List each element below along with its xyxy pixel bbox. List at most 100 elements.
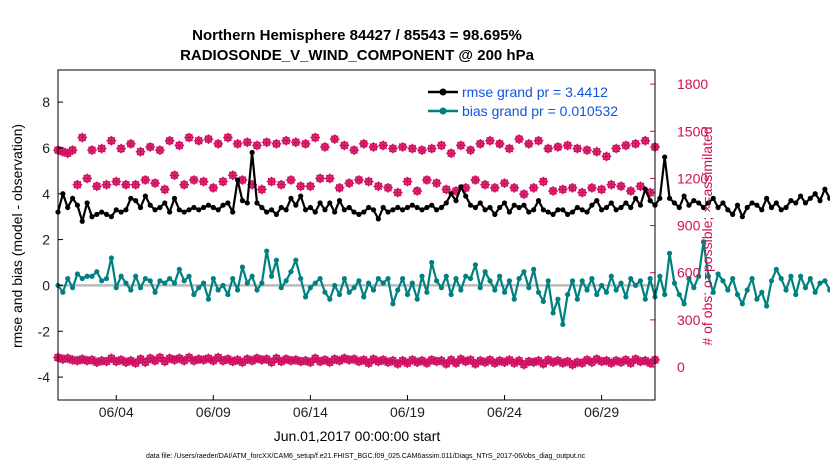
rmse-point — [278, 204, 284, 211]
rmse-point — [754, 202, 760, 208]
bias-point — [74, 271, 81, 277]
rmse-point — [618, 204, 624, 211]
legend-box — [422, 80, 650, 122]
bias-point — [244, 280, 250, 286]
bias-point — [574, 296, 580, 302]
obs-possible-marker-plus — [591, 146, 602, 157]
rmse-point — [201, 204, 207, 211]
bias-point — [336, 291, 343, 298]
obs-possible-marker — [223, 132, 233, 143]
obs-possible-marker — [368, 142, 379, 152]
x-tick-label: 06/19 — [390, 404, 425, 420]
bias-point — [565, 291, 571, 298]
rmse-point — [599, 207, 605, 213]
bias-point — [599, 282, 605, 289]
rmse-point — [793, 200, 799, 206]
rmse-point — [521, 202, 527, 208]
rmse-point — [419, 207, 425, 213]
rmse-point — [768, 204, 775, 211]
obs-possible-marker — [625, 186, 636, 196]
rmse-point — [783, 204, 789, 211]
bias-point — [273, 257, 280, 263]
obs-possible-marker — [198, 176, 209, 187]
obs-possible-marker-plus — [363, 176, 374, 187]
obs-possible-marker-plus — [218, 176, 228, 187]
obs-possible-marker-plus — [383, 183, 393, 193]
obs-possible-marker-plus — [490, 183, 500, 193]
obs-possible-marker-plus — [616, 181, 626, 192]
obs-possible-marker-plus — [164, 135, 175, 146]
bias-point — [526, 285, 532, 291]
rmse-point — [637, 202, 644, 208]
obs-possible-marker-plus — [286, 175, 296, 185]
obs-possible-marker-plus — [504, 143, 515, 154]
obs-possible-marker — [232, 139, 243, 149]
obs-possible-marker — [334, 183, 345, 193]
rmse-point — [317, 200, 323, 206]
bias-point — [79, 275, 85, 282]
obs-possible-marker — [528, 183, 539, 193]
obs-possible-marker — [349, 145, 359, 155]
rmse-point — [448, 191, 454, 197]
obs-possible-marker-plus — [106, 135, 117, 146]
rmse-point — [152, 207, 158, 213]
obs-possible-marker — [145, 142, 156, 152]
obs-possible-marker-plus — [519, 189, 529, 199]
x-tick-label: 06/24 — [487, 404, 522, 420]
bias-point — [259, 280, 265, 286]
obs-possible-marker — [572, 143, 583, 154]
bias-point — [613, 287, 619, 293]
right-tick-label: 1800 — [677, 76, 708, 92]
obs-possible-marker — [329, 134, 340, 144]
rmse-point — [99, 209, 105, 215]
bias-point — [671, 280, 678, 286]
bias-point — [754, 296, 760, 302]
bias-point — [487, 278, 493, 284]
obs-possible-marker-plus — [252, 140, 262, 151]
bias-point — [535, 289, 542, 295]
obs-possible-marker — [475, 139, 486, 149]
obs-possible-marker — [121, 179, 131, 190]
bias-point — [730, 275, 736, 282]
obs-possible-marker — [582, 145, 592, 155]
obs-possible-marker — [635, 181, 646, 192]
bias-point — [288, 269, 294, 275]
right-tick-label: 900 — [677, 218, 701, 234]
bias-point — [768, 278, 775, 284]
obs-possible-marker-plus — [577, 187, 587, 198]
obs-possible-marker — [140, 175, 151, 185]
bias-point — [162, 280, 168, 286]
plot-frame — [57, 69, 656, 401]
obs-possible-marker — [509, 183, 520, 193]
rmse-point — [307, 204, 313, 211]
bias-point — [710, 289, 716, 295]
bias-point — [99, 278, 105, 284]
obs-possible-marker-plus — [155, 145, 165, 155]
x-axis-label: Jun.01,2017 00:00:00 start — [274, 428, 441, 444]
rmse-point — [171, 195, 178, 201]
obs-possible-marker — [402, 176, 413, 187]
obs-possible-marker-plus — [470, 175, 481, 185]
legend: rmse grand pr = 3.4412 bias grand pr = 0… — [422, 80, 650, 122]
right-tick-label: 600 — [677, 265, 701, 281]
obs-possible-marker-plus — [189, 175, 199, 185]
left-tick-label: 0 — [42, 277, 50, 293]
rmse-point — [608, 200, 614, 206]
bias-point — [788, 273, 794, 279]
bias-point — [346, 289, 352, 295]
left-tick-label: 2 — [42, 232, 50, 248]
obs-possible-marker-plus — [77, 132, 88, 143]
bias-point — [201, 280, 207, 286]
obs-possible-marker-plus — [300, 139, 311, 149]
obs-assimilated-marker-plus — [130, 358, 141, 368]
obs-possible-marker — [363, 176, 374, 187]
rmse-point — [65, 204, 71, 211]
bias-point — [531, 266, 537, 272]
obs-possible-marker-plus — [625, 186, 636, 196]
bias-point — [681, 301, 687, 307]
obs-possible-marker — [130, 179, 141, 190]
obs-possible-marker-plus — [587, 183, 597, 193]
bias-point — [327, 296, 333, 302]
ticks-layer: -4 -2 0 2 4 6 8 0 300 600 900 1200 1500 1800 06/04 06/0… — [38, 76, 709, 420]
rmse-point — [370, 207, 377, 213]
